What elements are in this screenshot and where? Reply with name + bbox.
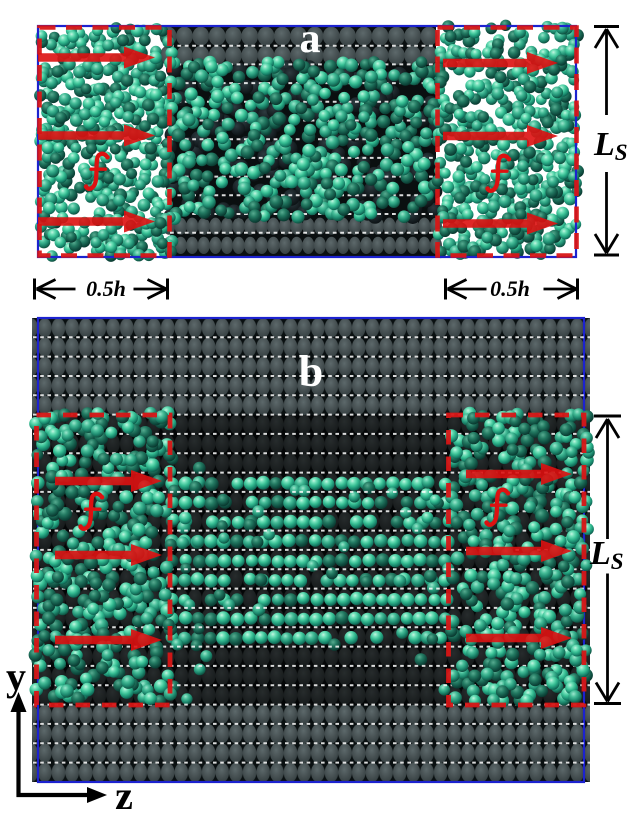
svg-text:b: b [299, 347, 323, 396]
svg-text:0.5h: 0.5h [86, 276, 126, 301]
svg-text:a: a [300, 16, 321, 62]
svg-text:0.5h: 0.5h [490, 276, 530, 301]
svg-text:y: y [6, 654, 26, 699]
svg-text:z: z [115, 773, 133, 814]
